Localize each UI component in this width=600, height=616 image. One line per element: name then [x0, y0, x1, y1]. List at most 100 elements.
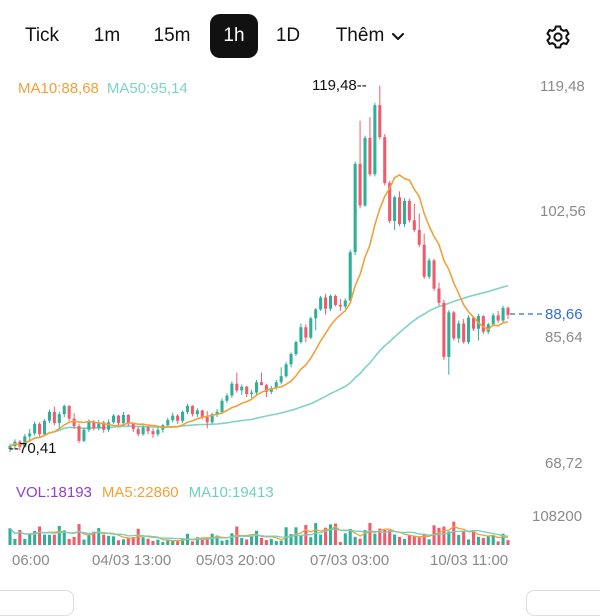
settings-button[interactable] — [541, 20, 575, 54]
candle-body — [77, 426, 81, 441]
volume-bar — [230, 533, 234, 545]
volume-bar — [38, 526, 42, 545]
candles — [8, 85, 510, 453]
candle-body — [407, 200, 411, 221]
candle-body — [52, 411, 56, 424]
candle-body — [181, 411, 185, 421]
candle-body — [501, 307, 505, 321]
volume-bar — [363, 530, 367, 545]
candle-body — [131, 423, 135, 429]
volume-bar — [324, 527, 328, 545]
volume-bar — [190, 541, 194, 545]
candle-body — [200, 410, 204, 418]
volume-bar — [82, 539, 86, 545]
candle-body — [447, 312, 451, 357]
volume-bar — [245, 539, 249, 545]
candle-body — [116, 415, 121, 424]
volume-bar — [467, 539, 471, 545]
volume-bar — [437, 527, 441, 545]
tab-tick[interactable]: Tick — [24, 25, 60, 46]
candle-body — [166, 420, 170, 426]
candle-body — [240, 386, 244, 391]
price-chart[interactable] — [0, 0, 600, 600]
candle-body — [343, 300, 347, 307]
candle-body — [57, 414, 61, 424]
vol-ma10-legend: MA10:19413 — [188, 484, 274, 501]
tab-more-dropdown[interactable]: Thêm — [324, 14, 416, 58]
candle-body — [402, 200, 406, 224]
volume-bar — [240, 538, 244, 545]
volume-bar — [97, 528, 101, 545]
candle-body — [299, 327, 303, 343]
candle-body — [279, 376, 283, 383]
volume-bar — [388, 530, 392, 545]
volume-bar — [393, 534, 397, 545]
volume-bar — [8, 528, 12, 545]
candle-body — [250, 392, 254, 395]
volume-bar — [452, 521, 456, 545]
candle-body — [8, 446, 12, 450]
tab-15m[interactable]: 15m — [153, 25, 191, 46]
volume-bar — [171, 540, 175, 545]
candle-body — [141, 427, 145, 435]
volume-legend: VOL:18193 MA5:22860 MA10:19413 — [16, 484, 284, 501]
candle-body — [33, 423, 37, 434]
volume-bar — [121, 539, 125, 545]
candle-body — [156, 429, 160, 435]
volume-bar — [412, 535, 416, 545]
volume-bar — [314, 523, 318, 545]
bottom-left-button[interactable] — [0, 590, 74, 616]
volume-bar — [501, 533, 505, 545]
candle-body — [255, 382, 259, 393]
volume-bar — [126, 538, 130, 545]
volume-axis-max: 108200 — [532, 508, 583, 525]
volume-bar — [309, 537, 313, 545]
candle-body — [205, 417, 209, 423]
tab-1d[interactable]: 1D — [275, 25, 301, 46]
candle-body — [462, 323, 466, 343]
vol-legend: VOL:18193 — [16, 484, 92, 501]
volume-bar — [358, 538, 362, 545]
candle-body — [220, 400, 224, 412]
vol-ma5-legend: MA5:22860 — [101, 484, 179, 501]
candle-body — [42, 420, 47, 435]
candle-body — [506, 307, 510, 315]
candle-body — [190, 405, 194, 415]
candle-body — [358, 163, 362, 206]
candle-body — [235, 383, 239, 391]
tab-more-label: Thêm — [335, 25, 385, 47]
candle-body — [87, 421, 91, 430]
candle-body — [274, 382, 278, 389]
volume-bar — [486, 536, 490, 545]
volume-bar — [506, 540, 510, 545]
volume-bar — [42, 534, 47, 545]
volume-bar — [422, 534, 426, 545]
candle-body — [107, 422, 111, 430]
volume-bar — [491, 535, 495, 545]
volume-bar — [264, 540, 268, 545]
volume-bar — [77, 524, 81, 545]
candle-body — [269, 388, 273, 392]
gear-icon — [541, 25, 575, 58]
volume-bar — [92, 531, 96, 545]
volume-bar — [23, 538, 27, 545]
time-axis-label: 04/03 13:00 — [92, 552, 172, 569]
tab-1m[interactable]: 1m — [93, 25, 121, 46]
volume-bar — [353, 536, 357, 545]
candle-body — [471, 317, 476, 329]
low-annotation: --70,41 — [9, 440, 57, 457]
candle-body — [324, 297, 328, 309]
candle-body — [333, 296, 337, 305]
bottom-right-button[interactable] — [526, 590, 600, 616]
volume-bar — [33, 530, 37, 545]
candle-body — [28, 433, 32, 437]
volume-bar — [471, 530, 476, 545]
tab-1h[interactable]: 1h — [210, 14, 258, 58]
candle-body — [388, 183, 392, 222]
volume-bar — [72, 536, 76, 545]
volume-ma-lines — [9, 525, 509, 542]
volume-bar — [151, 541, 155, 545]
volume-bar — [47, 534, 51, 545]
candle-body — [481, 316, 485, 332]
volume-bar — [284, 527, 288, 545]
